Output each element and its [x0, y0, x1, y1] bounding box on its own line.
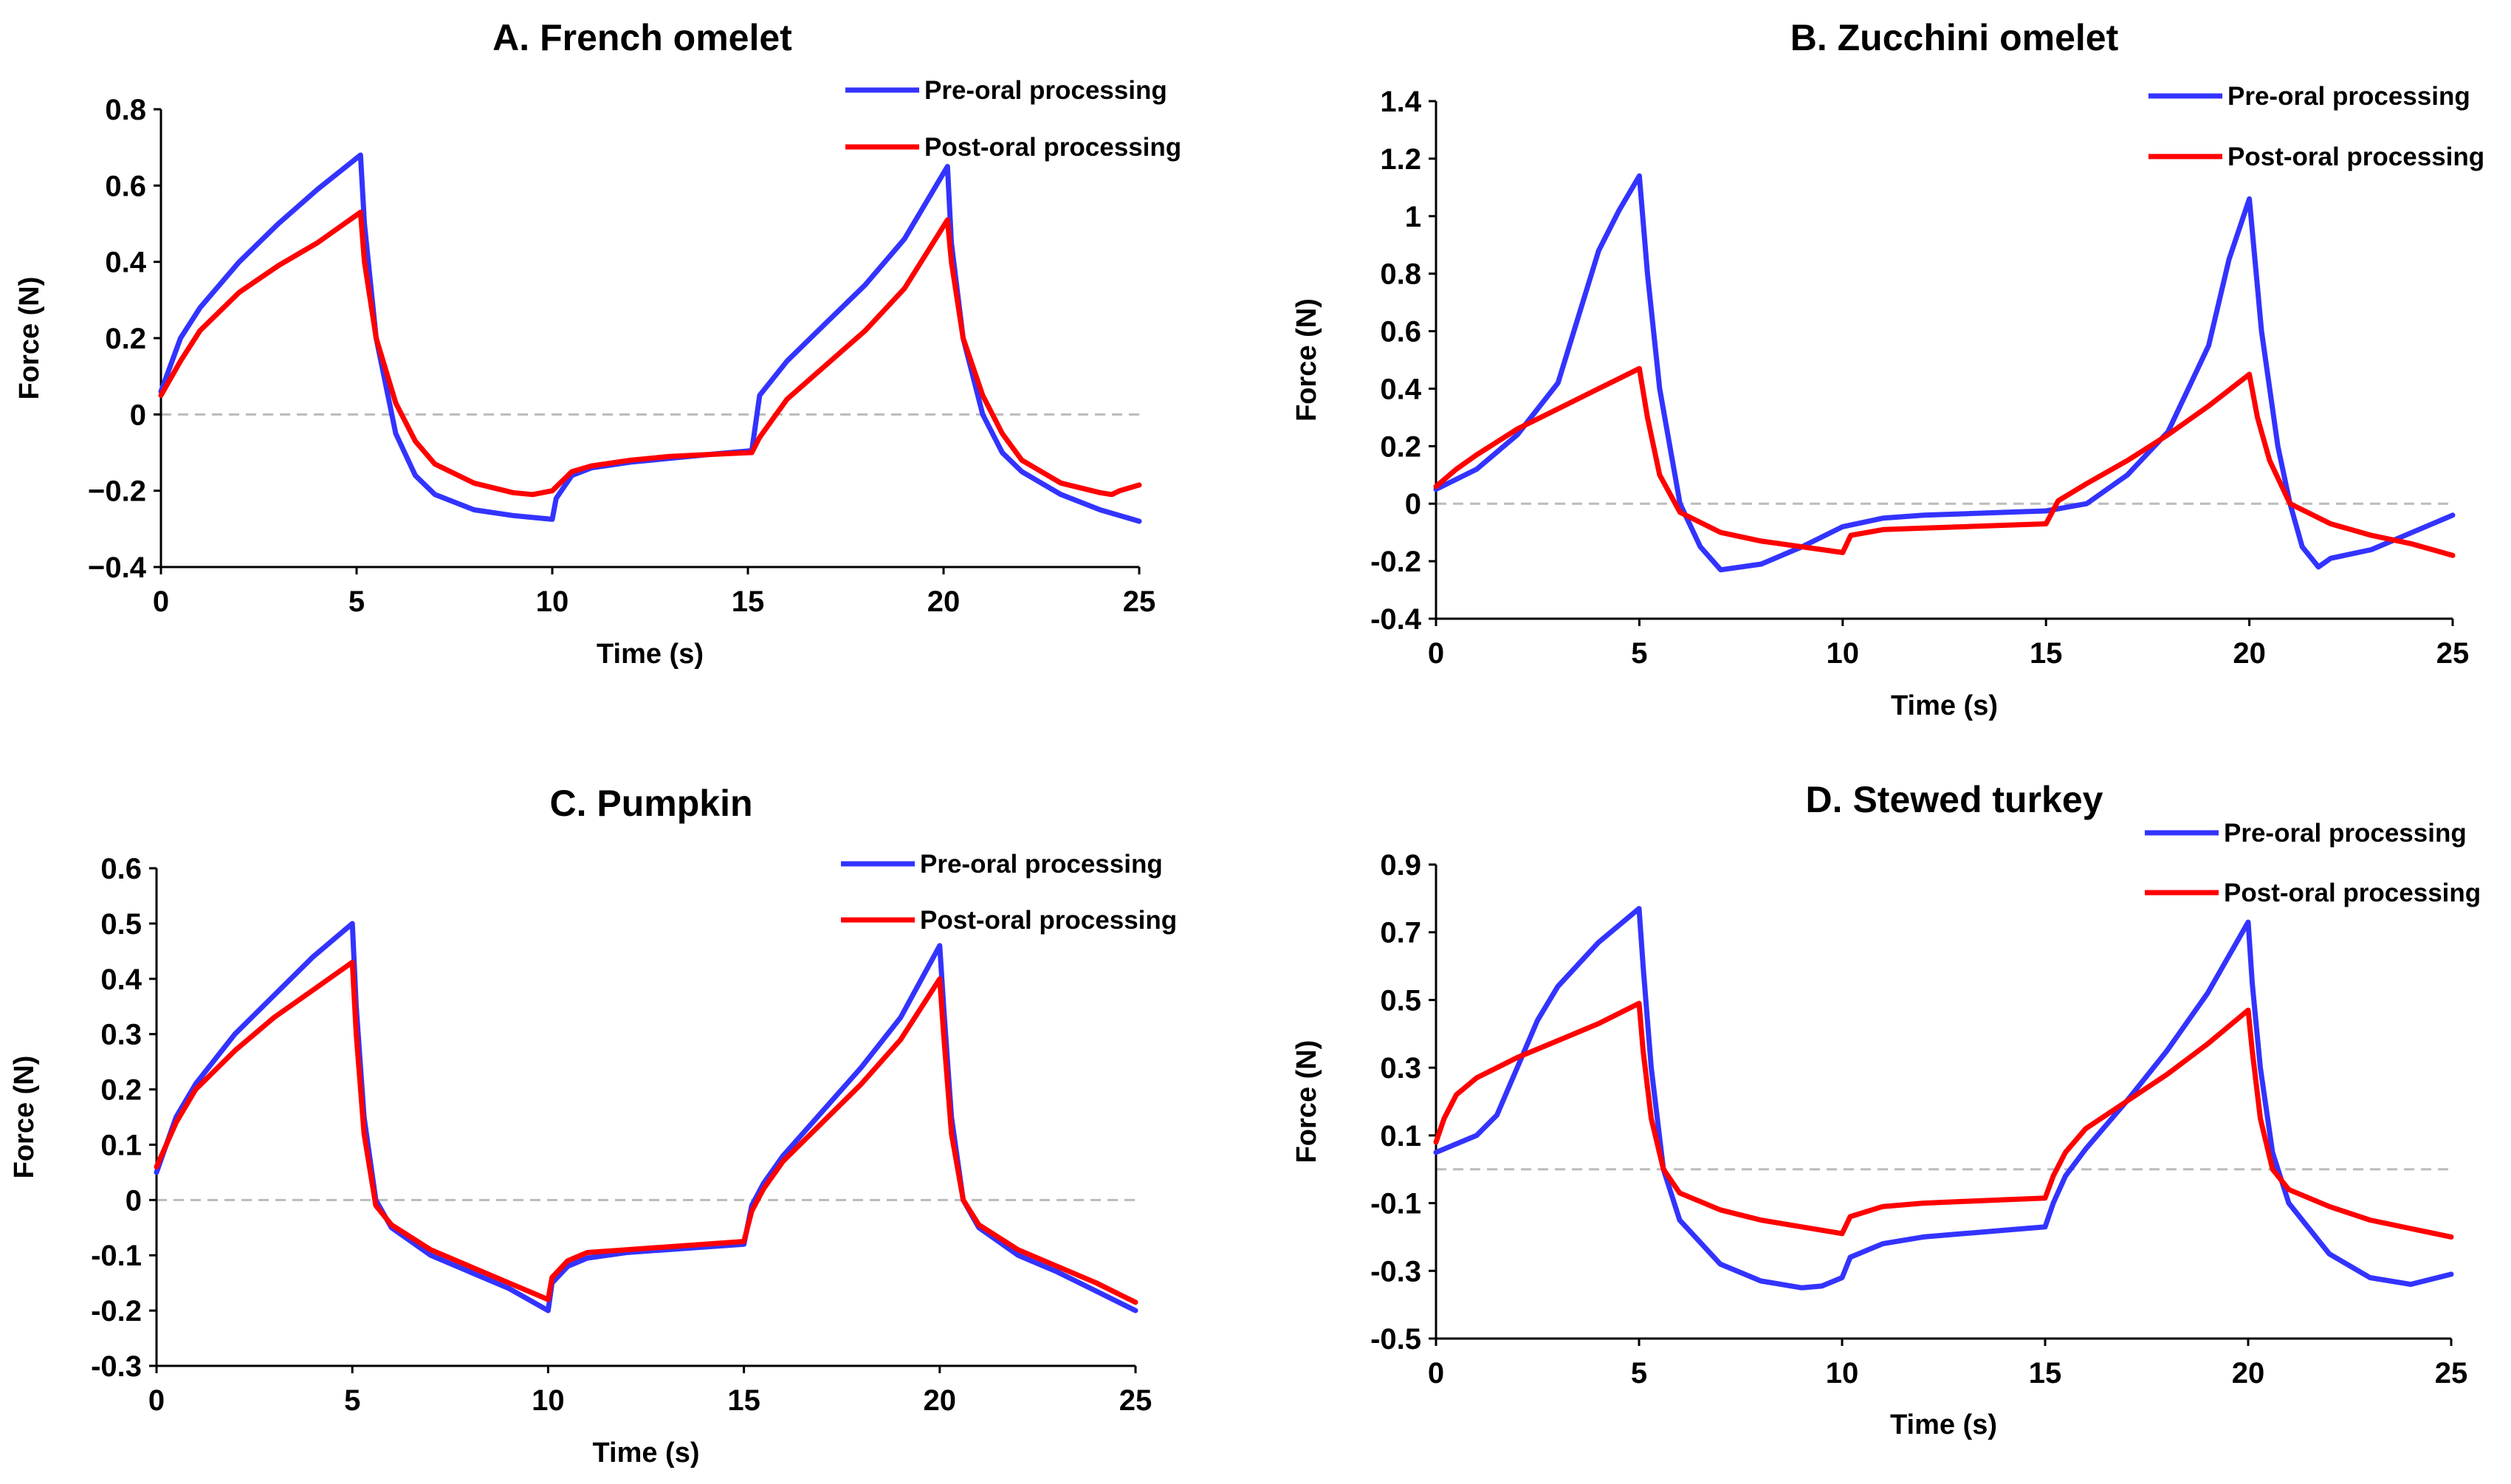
x-tick-label: 15 — [727, 1384, 760, 1417]
y-axis-label: Force (N) — [1291, 298, 1322, 422]
y-tick-label: 0.6 — [100, 853, 142, 885]
y-tick-label: 0.8 — [105, 94, 146, 126]
y-axis-label: Force (N) — [9, 1056, 40, 1179]
legend-label-post: Post-oral processing — [2227, 142, 2484, 171]
y-tick-label: −0.4 — [88, 552, 147, 584]
y-axis-label: Force (N) — [1291, 1040, 1322, 1164]
y-tick-label: 0.9 — [1380, 849, 1421, 882]
pre-oral-series-line — [1433, 173, 2456, 573]
x-tick-label: 0 — [153, 585, 169, 618]
y-tick-label: 0.6 — [1380, 316, 1421, 348]
y-tick-label: −0.2 — [88, 475, 146, 508]
y-tick-label: 0.2 — [100, 1074, 142, 1107]
y-tick-label: 0 — [126, 1184, 142, 1217]
x-tick-label: 20 — [924, 1384, 957, 1417]
y-tick-label: -0.4 — [1370, 603, 1422, 636]
x-axis-label: Time (s) — [597, 639, 704, 670]
post-oral-series-line — [1433, 365, 2456, 558]
x-tick-label: 5 — [348, 585, 365, 618]
chart-title: B. Zucchini omelet — [1790, 17, 2119, 58]
y-tick-label: 0 — [130, 399, 146, 431]
y-tick-label: 0.5 — [1380, 984, 1421, 1017]
y-tick-label: -0.1 — [91, 1240, 142, 1272]
x-axis-label: Time (s) — [1890, 1409, 1997, 1440]
x-tick-label: 20 — [2233, 637, 2266, 670]
x-axis-label: Time (s) — [1891, 690, 1998, 721]
x-tick-label: 15 — [732, 585, 765, 618]
legend: Pre-oral processing Post-oral processing — [2148, 82, 2484, 171]
legend: Pre-oral processing Post-oral processing — [2145, 819, 2481, 907]
y-tick-label: 0.1 — [1380, 1120, 1421, 1152]
y-tick-label: -0.1 — [1370, 1188, 1421, 1220]
x-tick-label: 5 — [344, 1384, 360, 1417]
y-tick-label: 0.4 — [100, 963, 142, 996]
y-tick-label: 0 — [1405, 488, 1421, 521]
y-tick-label: 1.4 — [1380, 86, 1421, 118]
x-tick-label: 10 — [536, 585, 569, 618]
y-tick-label: 0.6 — [105, 170, 146, 202]
x-tick-label: 0 — [1428, 637, 1444, 670]
y-tick-label: 0.7 — [1380, 917, 1421, 949]
chart-panel-3: C. Pumpkin -0.3 -0.2 -0.1 0 0.1 0.2 0.3 0.4 0.5 0.… — [9, 783, 1177, 1468]
pre-oral-series-line — [1433, 906, 2454, 1291]
y-tick-label: 0.4 — [1380, 373, 1421, 405]
y-tick-label: -0.3 — [91, 1350, 142, 1383]
y-tick-label: 0.2 — [1380, 430, 1421, 463]
chart-panel-4: D. Stewed turkey -0.5 -0.3 -0.1 0.1 0.3 0.5 0.7… — [1291, 779, 2481, 1440]
x-tick-label: 20 — [927, 585, 961, 618]
x-tick-label: 5 — [1631, 637, 1647, 670]
x-tick-label: 10 — [532, 1384, 565, 1417]
x-axis-label: Time (s) — [592, 1437, 699, 1468]
x-tick-label: 25 — [2435, 1357, 2468, 1389]
legend: Pre-oral processing Post-oral processing — [845, 76, 1181, 162]
x-tick-label: 15 — [2030, 637, 2063, 670]
y-tick-label: -0.5 — [1370, 1323, 1421, 1356]
y-tick-label: -0.2 — [1370, 546, 1421, 578]
x-tick-label: 25 — [1123, 585, 1156, 618]
legend-label-pre: Pre-oral processing — [2224, 819, 2467, 848]
y-tick-label: 0.3 — [100, 1019, 142, 1051]
x-tick-label: 0 — [148, 1384, 165, 1417]
y-tick-label: 0.4 — [105, 247, 146, 279]
x-tick-label: 15 — [2029, 1357, 2062, 1389]
legend-label-post: Post-oral processing — [924, 133, 1181, 162]
x-tick-label: 25 — [2436, 637, 2470, 670]
legend-label-post: Post-oral processing — [2224, 879, 2481, 907]
x-tick-label: 10 — [1826, 1357, 1859, 1389]
legend-label-pre: Pre-oral processing — [2227, 82, 2470, 111]
x-tick-label: 0 — [1428, 1357, 1444, 1389]
y-tick-label: 0.3 — [1380, 1052, 1421, 1085]
pre-oral-series-line — [154, 921, 1138, 1313]
y-tick-label: 1 — [1405, 201, 1421, 233]
y-tick-label: -0.3 — [1370, 1255, 1421, 1288]
chart-panel-2: B. Zucchini omelet -0.4 -0.2 0 0.2 0.4 0.6 0.8 1… — [1291, 17, 2484, 721]
chart-panel-1: A. French omelet −0.4 −0.2 0 0.2 0.4 0.6 0.8 0 5 1… — [14, 17, 1181, 670]
legend-label-post: Post-oral processing — [920, 906, 1177, 935]
chart-title: D. Stewed turkey — [1806, 779, 2103, 820]
post-oral-series-line — [158, 210, 1142, 498]
y-tick-label: -0.2 — [91, 1295, 142, 1327]
legend: Pre-oral processing Post-oral processing — [841, 850, 1177, 935]
y-tick-label: 0.1 — [100, 1129, 142, 1161]
y-axis-label: Force (N) — [14, 277, 45, 400]
x-tick-label: 10 — [1827, 637, 1860, 670]
legend-label-pre: Pre-oral processing — [924, 76, 1167, 105]
y-tick-label: 1.2 — [1380, 143, 1421, 176]
chart-title: A. French omelet — [492, 17, 792, 58]
post-oral-series-line — [154, 959, 1138, 1305]
post-oral-series-line — [1433, 1000, 2454, 1240]
x-tick-label: 25 — [1119, 1384, 1153, 1417]
legend-label-pre: Pre-oral processing — [920, 850, 1163, 879]
pre-oral-series-line — [158, 152, 1142, 524]
chart-title: C. Pumpkin — [549, 783, 752, 824]
y-tick-label: 0.5 — [100, 908, 142, 941]
y-tick-label: 0.8 — [1380, 258, 1421, 291]
y-tick-label: 0.2 — [105, 323, 146, 355]
x-tick-label: 5 — [1631, 1357, 1647, 1389]
x-tick-label: 20 — [2232, 1357, 2265, 1389]
